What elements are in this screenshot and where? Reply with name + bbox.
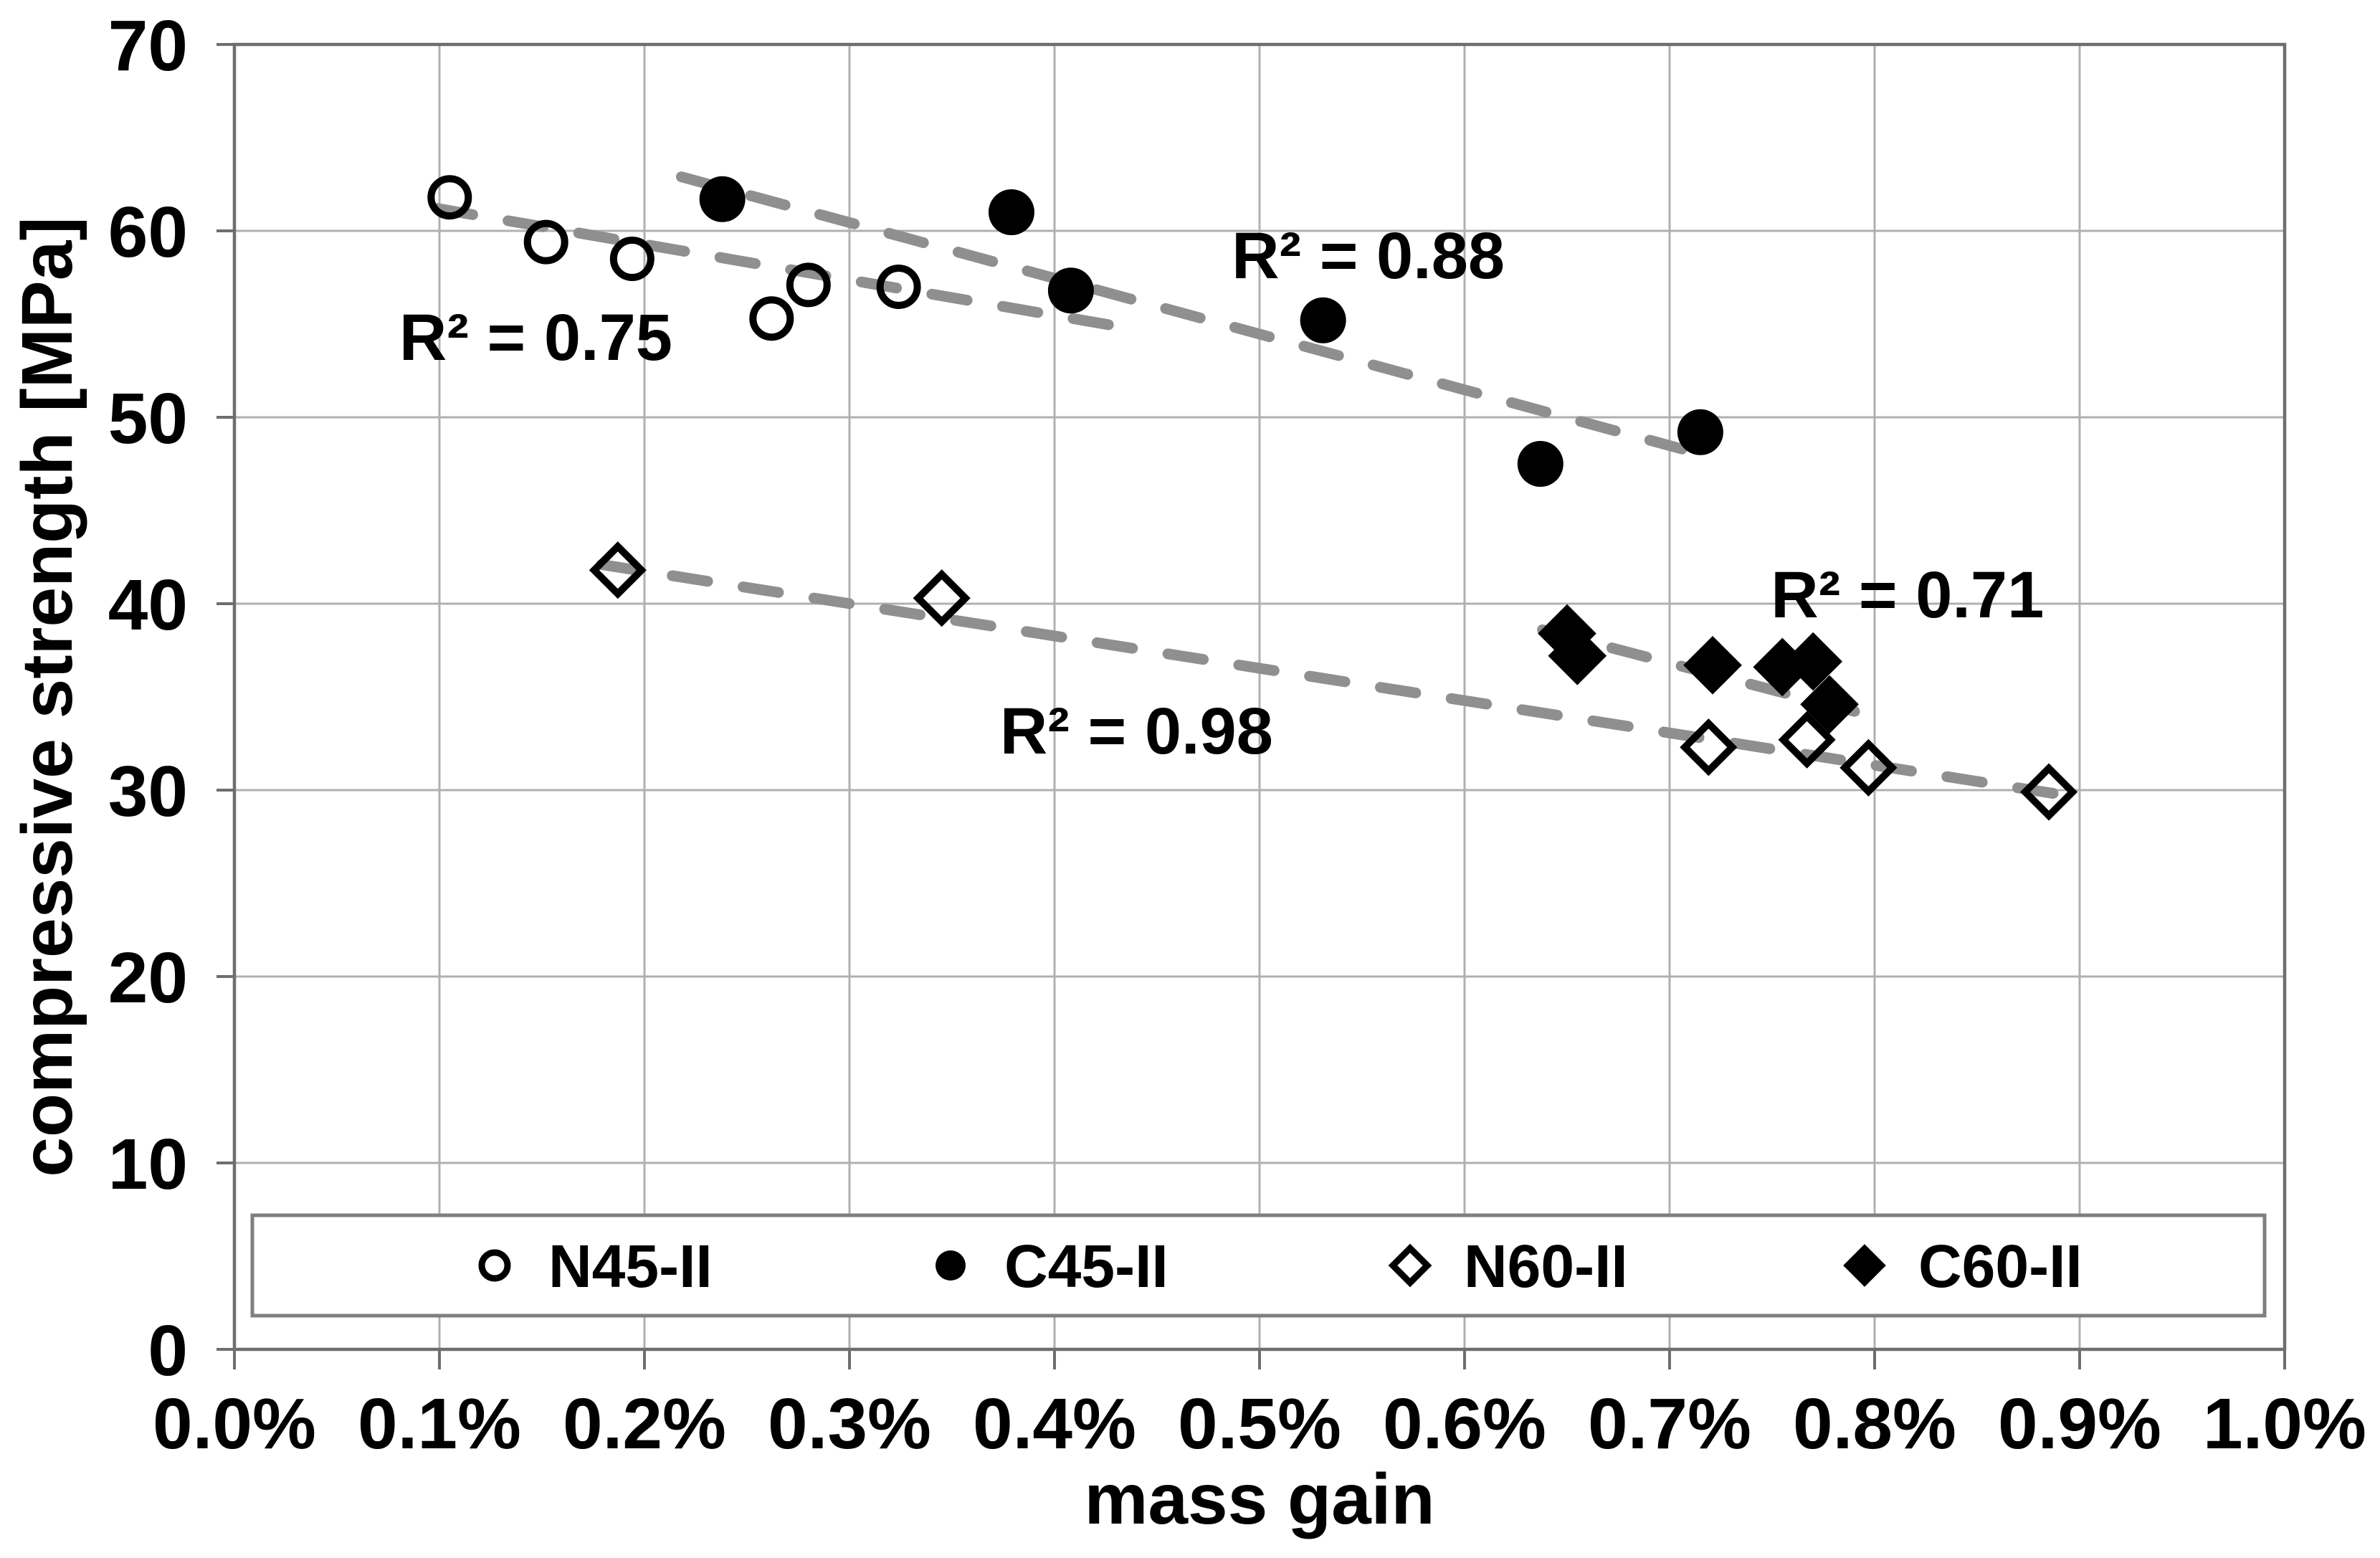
series-N60-II [589, 541, 2078, 821]
plot-border [232, 42, 2287, 1352]
y-tick-label: 0 [148, 1311, 188, 1391]
y-tick-label: 40 [108, 565, 188, 645]
series-C60-II [1538, 604, 1859, 734]
trendline-N45-II [432, 203, 1132, 333]
data-point-N45-II [876, 265, 921, 309]
x-tick-label: 0.4% [973, 1384, 1136, 1464]
y-tick-label: 20 [108, 938, 188, 1018]
r2-label-C60-II: R² = 0.71 [1771, 559, 2044, 632]
legend-marker-circle-open [478, 1249, 511, 1282]
data-point-N45-II [523, 219, 568, 265]
legend-entry-C45-II: C45-II [936, 1232, 1168, 1300]
legend-label: C60-II [1918, 1232, 2082, 1300]
x-tick-label: 0.9% [1998, 1384, 2161, 1464]
data-points [427, 175, 2078, 821]
trendline-C45-II [675, 171, 1688, 455]
data-point-C45-II [1677, 409, 1723, 455]
data-point-N45-II [427, 175, 472, 220]
x-tick-label: 0.1% [358, 1384, 521, 1464]
data-point-N45-II [786, 262, 831, 308]
data-point-C45-II [699, 176, 746, 222]
plot-frame [232, 42, 2287, 1352]
r2-label-N60-II: R² = 0.98 [1000, 695, 1273, 768]
legend-marker-diamond-filled [1843, 1244, 1886, 1287]
data-point-C60-II [1784, 632, 1843, 691]
axis-ticks [216, 43, 2286, 1369]
y-tick-label: 60 [108, 192, 188, 272]
y-axis-title: compressive strength [MPa] [7, 217, 87, 1177]
data-point-N60-II [589, 541, 647, 599]
x-tick-label: 0.7% [1588, 1384, 1751, 1464]
data-point-C45-II [1517, 441, 1563, 487]
data-point-C60-II [1683, 635, 1742, 695]
y-tick-label: 50 [108, 379, 188, 459]
legend-entry-N60-II: N60-II [1388, 1232, 1628, 1300]
legend-marker-diamond-open [1388, 1243, 1432, 1288]
data-point-C60-II [1548, 626, 1607, 685]
legend-label: N45-II [548, 1232, 713, 1300]
legend-entry-C60-II: C60-II [1843, 1232, 2082, 1300]
legend-label: C45-II [1004, 1232, 1168, 1300]
legend-entry-N45-II: N45-II [478, 1232, 713, 1300]
x-tick-label: 1.0% [2203, 1384, 2366, 1464]
x-tick-label: 0.8% [1793, 1384, 1956, 1464]
data-point-N45-II [749, 296, 794, 341]
x-tick-label: 0.3% [768, 1384, 931, 1464]
data-point-N60-II [913, 569, 971, 627]
legend-box [250, 1213, 2267, 1318]
data-point-N60-II [2020, 763, 2078, 821]
data-point-N60-II [1778, 711, 1836, 769]
axis-tick-labels: 0.0% 0.1% 0.2% 0.3% 0.4% 0.5% 0.6% 0.7% 0.8% 0.9%… [108, 6, 2366, 1464]
data-point-N60-II [1839, 738, 1898, 797]
trendline-N60-II [596, 559, 2085, 803]
x-tick-label: 0.0% [153, 1384, 316, 1464]
data-point-C45-II [1300, 297, 1346, 343]
r2-label-C45-II: R² = 0.88 [1232, 219, 1505, 293]
y-tick-label: 10 [108, 1124, 188, 1205]
data-point-C45-II [1047, 267, 1094, 314]
y-tick-label: 30 [108, 751, 188, 832]
legend-label: N60-II [1464, 1232, 1628, 1300]
series-N45-II [427, 175, 921, 341]
data-point-N60-II [1680, 718, 1738, 776]
legend-marker-circle-filled [936, 1250, 966, 1281]
x-tick-label: 0.2% [563, 1384, 726, 1464]
data-point-C60-II [1800, 675, 1859, 734]
data-point-N45-II [609, 237, 654, 281]
x-axis-title: mass gain [1084, 1459, 1434, 1539]
series-C45-II [699, 176, 1723, 487]
legend: N45-II C45-II N60-II C60-II [250, 1213, 2267, 1318]
data-point-C45-II [988, 189, 1034, 235]
r2-label-N45-II: R² = 0.75 [399, 301, 672, 374]
x-tick-label: 0.6% [1383, 1384, 1546, 1464]
x-tick-label: 0.5% [1178, 1384, 1341, 1464]
y-tick-label: 70 [108, 6, 188, 86]
r2-annotations: R² = 0.75 R² = 0.88 R² = 0.98 R² = 0.71 [399, 219, 2044, 768]
